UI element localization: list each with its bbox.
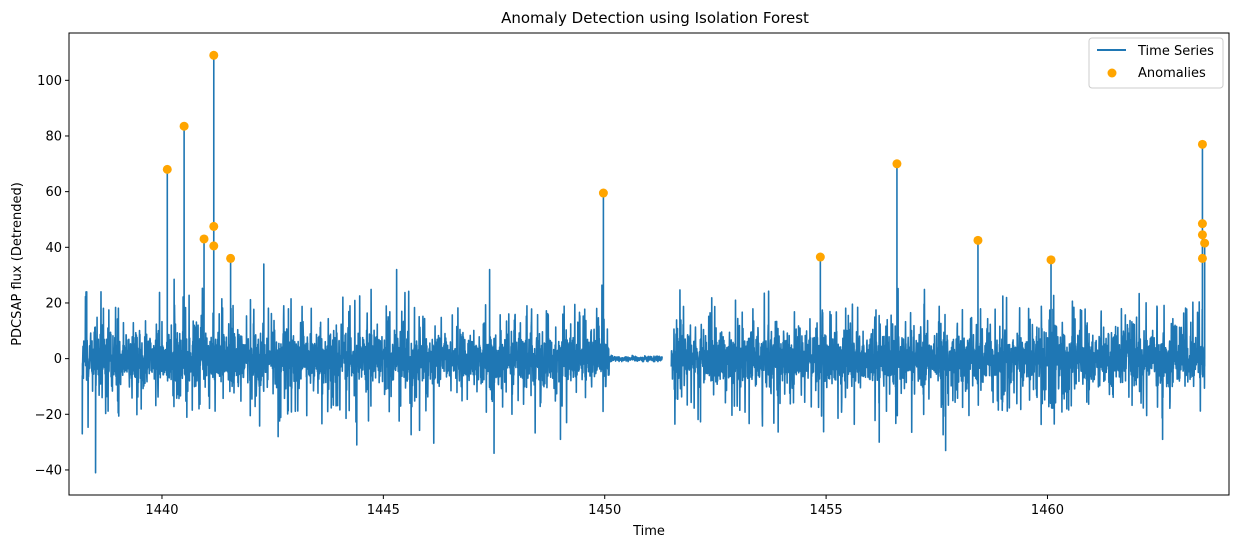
y-axis-label: PDCSAP flux (Detrended) [10,182,25,346]
anomaly-point [815,252,825,262]
plot-frame [68,32,1230,496]
anomaly-point [1197,139,1207,149]
legend-label-time-series: Time Series [1137,44,1214,59]
x-tick-label: 1440 [145,503,178,518]
chart-title: Anomaly Detection using Isolation Forest [501,9,809,27]
y-tick-label: −40 [35,463,62,478]
anomaly-point [226,253,236,263]
y-tick-label: 40 [45,241,62,256]
time-series-line-segment-1 [81,54,663,474]
legend: Time Series Anomalies [1088,37,1224,89]
anomaly-point [162,164,172,174]
x-tick-label: 1460 [1031,503,1064,518]
anomaly-point [209,241,219,251]
anomaly-point [973,235,983,245]
time-series-line-segment-2 [670,143,1206,452]
y-tick-label: 100 [37,74,62,89]
anomaly-point [1197,230,1207,240]
legend-dot-swatch [1107,68,1117,78]
anomaly-point [598,188,608,198]
x-tick-label: 1455 [810,503,843,518]
legend-label-anomalies: Anomalies [1138,66,1206,81]
anomaly-point [209,50,219,60]
y-axis: −40 −20 0 20 40 60 80 100 [35,74,69,478]
anomaly-point [1197,219,1207,229]
anomaly-point [1200,238,1210,248]
anomaly-point [892,159,902,169]
x-tick-label: 1450 [588,503,621,518]
y-tick-label: 60 [45,185,62,200]
x-tick-label: 1445 [367,503,400,518]
anomaly-point [1197,253,1207,263]
anomaly-points [162,50,1210,265]
y-tick-label: 20 [45,296,62,311]
x-axis: 1440 1445 1450 1455 1460 [145,495,1064,518]
anomaly-point [199,234,209,244]
y-tick-label: 0 [54,352,62,367]
y-tick-label: −20 [35,408,62,423]
plot-area [81,54,1206,474]
anomaly-point [1046,255,1056,265]
x-axis-label: Time [632,524,665,539]
anomaly-point [179,121,189,131]
y-tick-label: 80 [45,129,62,144]
anomaly-point [209,221,219,231]
